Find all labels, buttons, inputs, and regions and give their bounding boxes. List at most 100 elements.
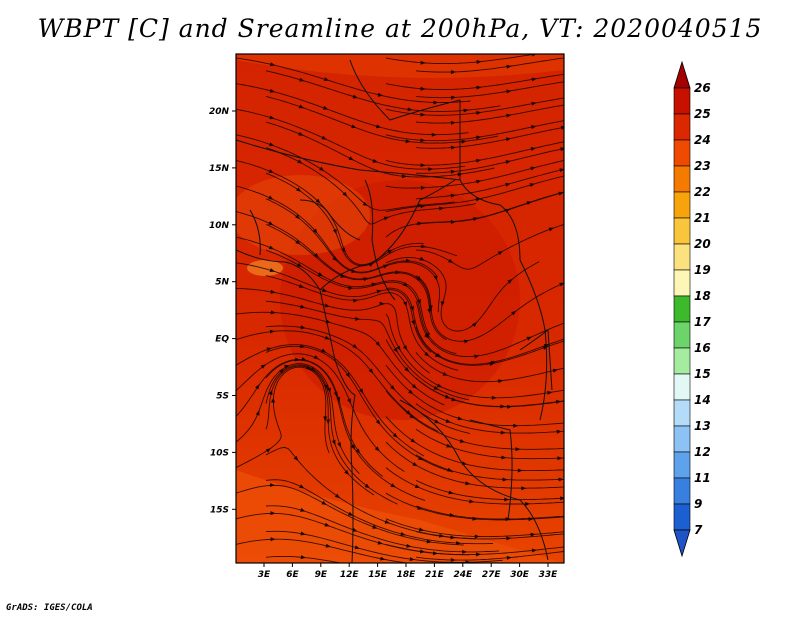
streamline-arrow	[321, 500, 327, 505]
streamline-arrow	[270, 289, 276, 294]
colorbar-label: 23	[694, 159, 711, 173]
streamline-arrow	[476, 135, 482, 140]
streamline-arrow	[476, 179, 482, 184]
streamline-arrow	[407, 107, 413, 112]
streamline	[236, 185, 438, 278]
streamline-arrow	[558, 477, 564, 482]
streamline-arrow	[269, 483, 275, 488]
streamline-arrow	[324, 303, 330, 308]
colorbar-swatch	[673, 347, 691, 375]
streamline-arrow	[432, 551, 438, 556]
streamline-arrow	[428, 167, 434, 172]
streamline-arrow	[433, 100, 439, 105]
streamline	[236, 363, 360, 475]
colorbar-label: 16	[694, 341, 711, 355]
streamline-arrow	[450, 193, 456, 198]
streamline-arrow	[377, 540, 383, 545]
wbpt-patch	[236, 54, 564, 78]
streamline-arrow	[457, 416, 463, 421]
streamline-arrow	[559, 168, 564, 173]
colorbar-label: 17	[694, 315, 711, 329]
streamline-arrow	[560, 147, 564, 152]
streamline-arrow	[400, 531, 406, 536]
streamline-arrow	[355, 316, 361, 321]
streamline-arrow	[450, 558, 456, 563]
streamline	[265, 345, 454, 473]
streamline-arrow	[380, 556, 386, 561]
streamline-arrow	[300, 304, 306, 309]
streamline-arrow	[313, 354, 319, 360]
streamline-arrow	[305, 365, 311, 371]
streamline	[236, 344, 425, 457]
map-plot-area	[236, 54, 564, 563]
streamline-arrow	[489, 362, 495, 366]
streamline	[265, 147, 476, 225]
streamline-arrow	[295, 239, 301, 245]
streamline-arrow	[450, 95, 456, 100]
lat-label: EQ	[215, 335, 229, 345]
streamline-arrow	[420, 138, 426, 143]
streamline-arrow	[312, 228, 318, 234]
streamline	[415, 148, 564, 174]
streamline-arrow	[334, 493, 341, 499]
streamline-arrow	[340, 273, 346, 278]
streamline-arrow	[433, 385, 439, 390]
streamline-arrow	[270, 537, 276, 542]
streamline-arrow	[501, 455, 507, 460]
streamline-arrow	[393, 347, 398, 353]
streamline-arrow	[344, 469, 350, 475]
streamline-arrow	[521, 486, 527, 491]
wbpt-patch	[247, 260, 283, 276]
streamline-arrow	[491, 395, 497, 400]
streamline-arrow	[269, 88, 276, 93]
streamline-arrow	[310, 366, 316, 372]
streamline-arrow	[417, 299, 422, 305]
lon-label: 24E	[453, 570, 473, 580]
streamline-arrow	[352, 344, 358, 349]
streamline-arrow	[300, 531, 306, 536]
streamline	[236, 330, 439, 432]
streamline-arrow	[455, 541, 461, 546]
streamline-arrow	[298, 104, 305, 109]
streamline-arrow	[294, 357, 301, 362]
streamline-arrow	[390, 385, 395, 391]
streamline-arrow	[528, 517, 534, 522]
streamline-arrow	[324, 384, 329, 390]
streamline-arrow	[298, 131, 304, 136]
streamline-arrow	[560, 125, 564, 130]
colorbar-swatch	[673, 243, 691, 271]
colorbar-label: 22	[694, 185, 711, 199]
streamline-arrow	[506, 64, 512, 69]
colorbar-swatch	[673, 295, 691, 323]
streamline-arrow	[439, 206, 445, 211]
streamline-arrow	[270, 511, 276, 516]
streamline-arrow	[347, 398, 351, 404]
streamline-arrow	[410, 438, 416, 443]
colorbar-label: 9	[694, 497, 702, 511]
streamline	[385, 441, 564, 489]
streamline-arrow	[450, 535, 456, 540]
streamline-arrow	[300, 507, 306, 512]
streamline-arrow	[459, 439, 466, 443]
streamline-arrow	[462, 549, 468, 554]
streamline-arrow	[476, 552, 482, 557]
streamline	[415, 377, 564, 407]
lat-label: 5N	[215, 278, 229, 288]
streamline	[415, 454, 564, 481]
colorbar-label: 14	[694, 393, 711, 407]
streamline-arrow	[368, 368, 374, 374]
colorbar-label: 7	[694, 523, 703, 537]
streamline-arrow	[517, 468, 523, 473]
streamline	[236, 538, 411, 563]
streamline-arrow	[376, 289, 382, 294]
streamline-arrow	[351, 124, 357, 129]
streamline	[415, 479, 564, 501]
streamline-arrow	[348, 286, 354, 291]
streamline-arrow	[392, 432, 398, 438]
streamline-arrow	[383, 216, 390, 221]
streamline-arrow	[332, 256, 338, 262]
streamline-arrow	[476, 110, 482, 115]
colorbar: 26 25 24 23 22 21 20 19 18 17 16 15 14 13 12 11 9 7	[673, 60, 711, 558]
lon-label: 3E	[258, 570, 271, 580]
streamline-arrow	[390, 483, 396, 488]
